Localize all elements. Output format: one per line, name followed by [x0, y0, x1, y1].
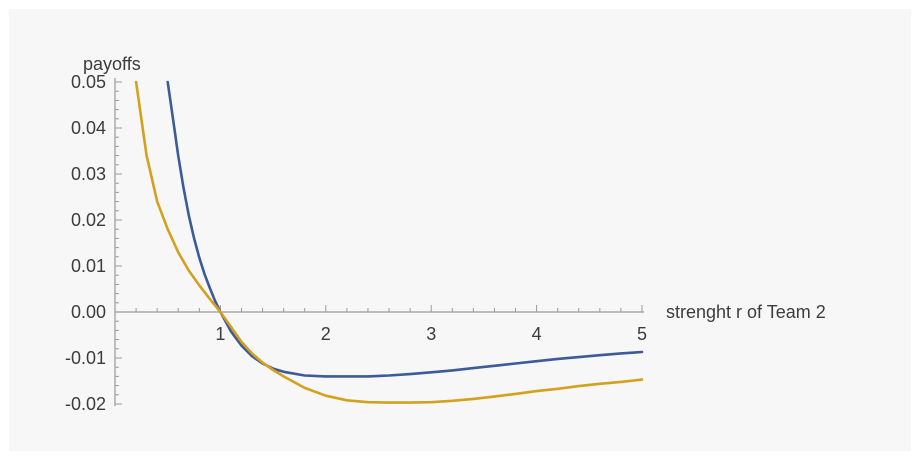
x-tick-label: 2 [321, 324, 331, 344]
x-tick-label: 4 [532, 324, 542, 344]
chart-panel [9, 9, 911, 451]
y-tick-label: 0.01 [71, 256, 106, 276]
series-line-1 [166, 80, 644, 378]
x-tick-label: 3 [426, 324, 436, 344]
x-ticks: 1 2 3 4 5 [135, 305, 647, 344]
y-tick-label: 0.03 [71, 164, 106, 184]
x-axis-title: strenght r of Team 2 [666, 302, 826, 322]
y-ticks: 0.05 0.04 0.03 0.02 0.01 0.00 -0.01 -0.02 [65, 72, 122, 414]
y-tick-label: -0.02 [65, 394, 106, 414]
y-axis-title: payoffs [83, 54, 141, 74]
axes: 0.05 0.04 0.03 0.02 0.01 0.00 -0.01 -0.02 1 2 3 4 5 [65, 72, 647, 414]
y-tick-label: 0.02 [71, 210, 106, 230]
series-layer [134, 80, 644, 404]
series-line-2 [134, 80, 644, 404]
y-tick-label: 0.04 [71, 118, 106, 138]
x-tick-label: 5 [637, 324, 647, 344]
y-tick-label: 0.00 [71, 302, 106, 322]
y-tick-label: -0.01 [65, 348, 106, 368]
x-tick-label: 1 [215, 324, 225, 344]
y-tick-label: 0.05 [71, 72, 106, 92]
